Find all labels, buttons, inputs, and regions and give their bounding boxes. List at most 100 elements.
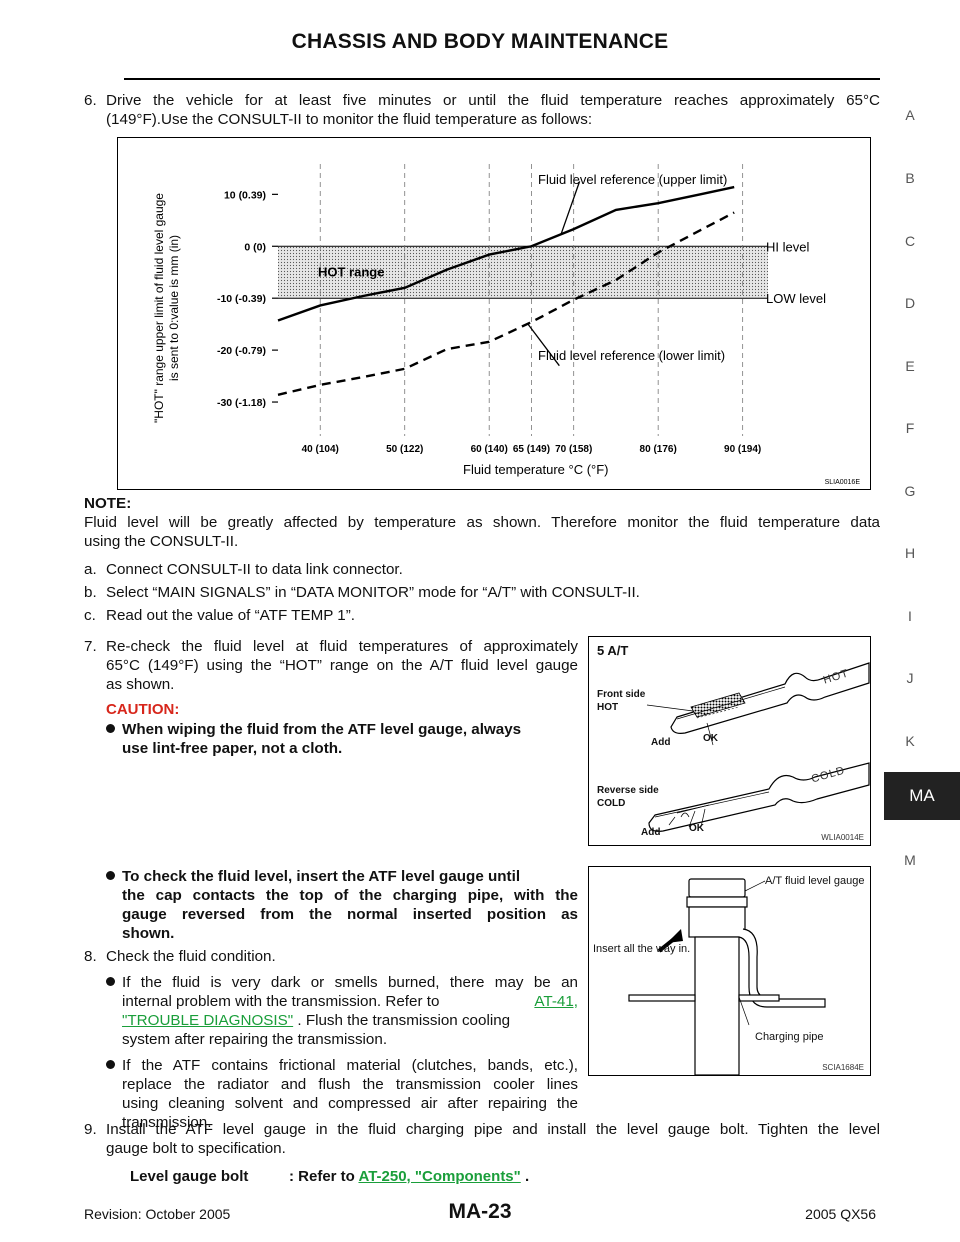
note-line2: using the CONSULT-II. [84, 533, 239, 550]
step7-line2: 65°C (149°F) using the “HOT” range on th… [106, 657, 578, 674]
x-tick-label: 60 (140) [471, 444, 508, 455]
upper-limit-leader [560, 181, 581, 235]
y-axis-title-line1: "HOT" range upper limit of fluid level g… [152, 193, 166, 423]
fig3-pipe-label: Charging pipe [755, 1031, 824, 1043]
side-index-d[interactable]: D [904, 295, 916, 311]
note-heading: NOTE: [84, 495, 132, 512]
fig3-insert-label: Insert all the way in. [593, 943, 691, 955]
caution-bullet-line1: When wiping the fluid from the ATF level… [122, 721, 522, 738]
check-bullet: To check the fluid level, insert the ATF… [106, 867, 578, 886]
step8-bullet2-line3: using cleaning solvent and compressed ai… [122, 1095, 578, 1112]
side-index-m[interactable]: M [904, 852, 916, 868]
gauge-front-drawing [670, 662, 870, 734]
spec-row: : Refer to AT-250, "Components" . [289, 1168, 529, 1185]
fig2-title: 5 A/T [597, 643, 629, 658]
fig2-id: WLIA0014E [821, 833, 864, 842]
pipe-drawing [628, 878, 826, 1076]
x-tick-label: 90 (194) [724, 444, 761, 455]
series-lower-limit-label: Fluid level reference (lower limit) [538, 348, 725, 363]
side-index-h[interactable]: H [904, 545, 916, 561]
gauge-pointer-lines [646, 704, 714, 828]
series-upper-limit-line [277, 185, 735, 322]
side-index-a[interactable]: A [905, 107, 915, 123]
pipe-leader-line [738, 996, 750, 1026]
fig2-cold: COLD [597, 798, 626, 809]
caution-bullet-line2: use lint-free paper, not a cloth. [122, 740, 343, 757]
footer-revision: Revision: October 2005 [84, 1206, 231, 1222]
substep-b-text: Select “MAIN SIGNALS” in “DATA MONITOR” … [106, 584, 640, 601]
pipe-arrow-icon [657, 929, 683, 953]
hot-range-label: HOT range [318, 264, 384, 279]
y-axis-title-line2: is sent to 0:value is mm (in) [167, 235, 181, 381]
y-tick-label: 10 (0.39) [224, 189, 266, 201]
x-tick-label: 50 (122) [386, 444, 423, 455]
substep-a-letter: a. [84, 561, 97, 578]
bullet-dot [106, 871, 115, 880]
fig3-id: SCIA1684E [822, 1063, 864, 1072]
page-title: CHASSIS AND BODY MAINTENANCE [291, 30, 669, 53]
fluid-level-chart: 40 (104) 50 (122) 60 (140) 65 (149) 70 (158)… [117, 137, 871, 490]
fig2-hot: HOT [597, 702, 619, 713]
side-index-g[interactable]: G [904, 483, 916, 499]
caution-bullet: When wiping the fluid from the ATF level… [106, 720, 578, 739]
side-index-f[interactable]: F [905, 420, 915, 436]
bullet-dot [106, 724, 115, 733]
step8-text: Check the fluid condition. [106, 948, 276, 965]
side-index-c[interactable]: C [904, 233, 916, 249]
side-index-j[interactable]: J [906, 670, 914, 686]
step7-line3: as shown. [106, 676, 175, 693]
step7-line1: Re-check the fluid level at fluid temper… [106, 638, 578, 655]
fig2-add-reverse: Add [641, 827, 661, 838]
y-tick-label: 0 (0) [244, 241, 266, 253]
step9-line1: Install the ATF level gauge in the fluid… [106, 1121, 880, 1138]
spec-refer: : Refer to [289, 1168, 355, 1185]
fig2-front-side: Front side [597, 689, 646, 700]
fig2-ok-front: OK [703, 733, 718, 744]
x-tick-label: 40 (104) [302, 444, 339, 455]
bullet-dot [106, 977, 115, 986]
fig3-gauge-label: A/T fluid level gauge [765, 875, 865, 887]
hot-range-band [278, 246, 768, 299]
gauge-leader-line [744, 880, 766, 892]
y-tick-label: -10 (-0.39) [217, 293, 266, 305]
bullet-dot [106, 1060, 115, 1069]
side-index-b[interactable]: B [905, 170, 915, 186]
step8-bullet1-line1: If the fluid is very dark or smells burn… [106, 973, 578, 992]
side-index-ma-tab[interactable]: MA [884, 772, 960, 820]
spec-end: . [524, 1168, 530, 1185]
side-index-e[interactable]: E [905, 358, 915, 374]
step7-number: 7. [84, 638, 97, 655]
footer-model: 2005 QX56 [805, 1206, 876, 1222]
link-at-41[interactable]: AT-41, [534, 993, 578, 1010]
step6-number: 6. [84, 92, 97, 109]
spec-label: Level gauge bolt [130, 1168, 249, 1185]
step8-bullet2-line2: replace the radiator and flush the trans… [122, 1076, 578, 1093]
fluid-level-chart-svg: 40 (104) 50 (122) 60 (140) 65 (149) 70 (158)… [152, 164, 860, 486]
caution-heading: CAUTION: [106, 701, 180, 718]
link-trouble-diagnosis[interactable]: "TROUBLE DIAGNOSIS" [122, 1012, 294, 1029]
header-rule [124, 78, 880, 80]
check-bullet-line3: gauge reversed from the normal inserted … [122, 906, 578, 923]
fig2-ok-reverse: OK [689, 823, 704, 834]
step6-line2: (149°F).Use the CONSULT-II to monitor th… [106, 111, 593, 128]
side-index-k[interactable]: K [905, 733, 915, 749]
step9-line2: gauge bolt to specification. [106, 1140, 286, 1157]
y-tick-label: -30 (-1.18) [217, 397, 266, 409]
check-bullet-line4: shown. [122, 925, 175, 942]
step8-bullet2-line4: transmission. [122, 1114, 212, 1131]
link-at-250[interactable]: AT-250, "Components" [358, 1168, 521, 1185]
series-upper-limit-label: Fluid level reference (upper limit) [538, 172, 727, 187]
atf-gauge-svg [646, 662, 870, 832]
atf-gauge-figure: 5 A/T Front side HOT Add OK Reverse side… [588, 636, 871, 846]
step8-bullet1-line4: system after repairing the transmission. [122, 1031, 388, 1048]
series-lower-limit-line [277, 211, 735, 396]
hi-level-label: HI level [766, 239, 809, 254]
substep-a-text: Connect CONSULT-II to data link connecto… [106, 561, 403, 578]
lower-limit-leader [526, 322, 560, 367]
fig2-add-front: Add [651, 737, 671, 748]
low-level-label: LOW level [766, 291, 826, 306]
note-line1: Fluid level will be greatly affected by … [84, 514, 880, 531]
x-axis-title: Fluid temperature °C (°F) [463, 462, 609, 477]
side-index-i[interactable]: I [908, 608, 912, 624]
x-tick-label: 80 (176) [640, 444, 677, 455]
